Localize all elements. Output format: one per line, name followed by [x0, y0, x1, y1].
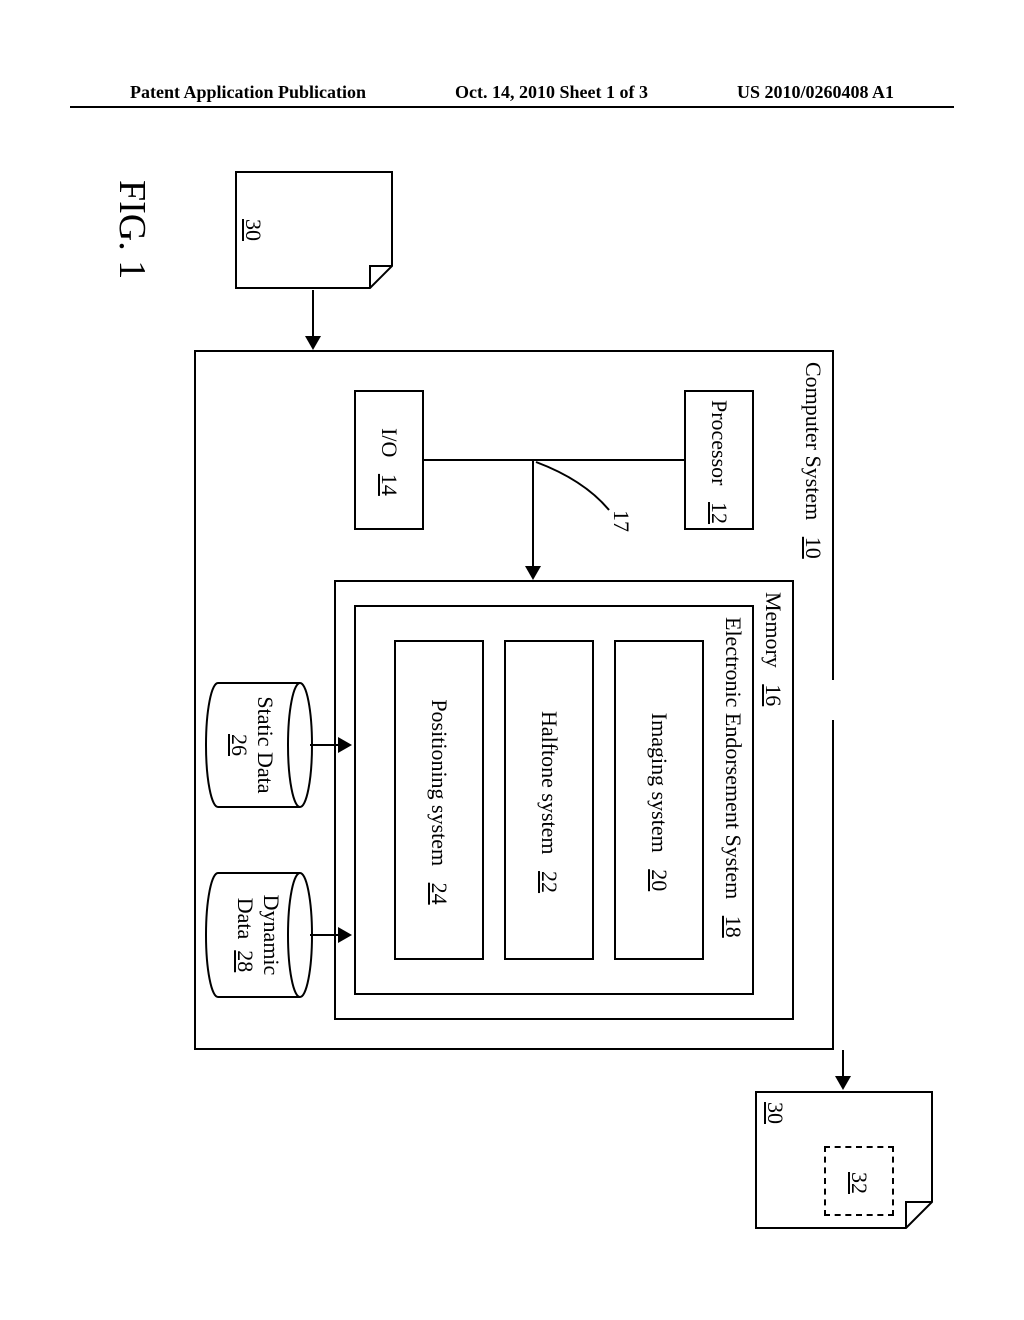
computer-system-title: Computer System [801, 362, 826, 520]
processor-title: Processor [707, 400, 732, 486]
dynamic-arrow [310, 934, 340, 936]
header-center: Oct. 14, 2010 Sheet 1 of 3 [455, 82, 648, 103]
output-doc-inner-ref: 32 [846, 1148, 872, 1218]
io-box: I/O 14 [354, 390, 424, 530]
figure-1-diagram: 30 Computer System 10 Processor 12 I/O [70, 150, 954, 1250]
static-arrow [310, 744, 340, 746]
dynamic-arrow-head [338, 927, 352, 943]
arrow-out-head2 [835, 1076, 851, 1090]
arrow-out [842, 1050, 844, 1078]
static-data-cylinder: Static Data 26 [204, 680, 314, 810]
header-right: US 2010/0260408 A1 [737, 82, 894, 103]
memory-title: Memory [761, 592, 786, 668]
header-rule [70, 106, 954, 108]
positioning-box: Positioning system 24 [394, 640, 484, 960]
imaging-box: Imaging system 20 [614, 640, 704, 960]
imaging-ref: 20 [647, 869, 672, 891]
processor-box: Processor 12 [684, 390, 754, 530]
halftone-title: Halftone system [537, 711, 562, 855]
header-left: Patent Application Publication [130, 82, 366, 103]
endorsement-title: Electronic Endorsement System [721, 617, 746, 899]
computer-system-ref: 10 [801, 537, 826, 559]
io-ref: 14 [377, 474, 402, 496]
input-document: 30 [234, 170, 394, 290]
output-doc-inner: 32 [824, 1146, 894, 1216]
static-data-title: Static Data [253, 696, 278, 793]
processor-ref: 12 [707, 502, 732, 524]
output-document-ref: 30 [762, 1102, 788, 1124]
memory-ref: 16 [761, 684, 786, 706]
bus-ref-leader [532, 460, 614, 520]
bus-ref: 17 [608, 510, 634, 532]
imaging-title: Imaging system [647, 713, 672, 853]
dynamic-data-title2: Data [233, 898, 258, 940]
bus-arrow-head [525, 566, 541, 580]
dynamic-data-title: Dynamic [259, 895, 284, 976]
dynamic-data-ref: 28 [233, 950, 258, 972]
positioning-ref: 24 [427, 883, 452, 905]
arrow-in-head [305, 336, 321, 350]
static-data-ref: 26 [227, 734, 252, 756]
positioning-title: Positioning system [427, 699, 452, 866]
figure-label: FIG. 1 [110, 180, 154, 279]
output-document: 30 32 [754, 1090, 934, 1230]
endorsement-ref: 18 [721, 916, 746, 938]
input-document-ref: 30 [240, 170, 266, 290]
halftone-box: Halftone system 22 [504, 640, 594, 960]
halftone-ref: 22 [537, 871, 562, 893]
dynamic-data-cylinder: Dynamic Data 28 [204, 870, 314, 1000]
static-arrow-head [338, 737, 352, 753]
arrow-in [312, 290, 314, 338]
io-title: I/O [377, 428, 402, 457]
